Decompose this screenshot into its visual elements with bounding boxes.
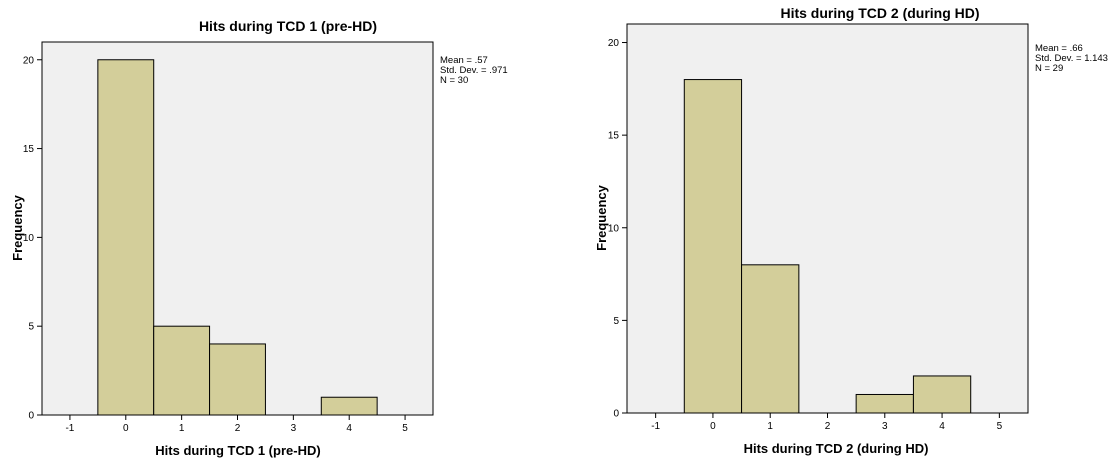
- histogram-panel-tcd1: Hits during TCD 1 (pre-HD) -1 0 1 2 3 4 5 0 5 10 1…: [0, 0, 560, 464]
- x-axis-label: Hits during TCD 2 (during HD): [744, 441, 929, 456]
- y-tick-label: 15: [23, 144, 35, 155]
- histogram-bar: [741, 264, 800, 414]
- stats-mean: Mean = .57: [440, 55, 488, 66]
- x-tick-label: 0: [710, 421, 716, 432]
- y-tick-label: 5: [28, 322, 34, 333]
- stats-box: Mean = .66 Std. Dev. = 1.143 N = 29: [1035, 43, 1108, 74]
- x-tick-label: -1: [65, 423, 74, 434]
- x-tick-label: 2: [825, 421, 831, 432]
- histogram-bar: [683, 79, 743, 414]
- stats-box: Mean = .57 Std. Dev. = .971 N = 30: [440, 55, 508, 86]
- x-tick-label: 1: [767, 421, 773, 432]
- x-tick-label: 0: [123, 423, 129, 434]
- histogram-bar: [320, 396, 378, 416]
- x-axis-label: Hits during TCD 1 (pre-HD): [155, 443, 320, 458]
- x-tick-label: 2: [235, 423, 241, 434]
- stats-n: N = 29: [1035, 63, 1063, 74]
- x-tick-label: 3: [882, 421, 888, 432]
- y-tick-label: 10: [608, 223, 620, 234]
- y-tick-label: 0: [613, 409, 619, 420]
- histogram-chart-tcd1: Hits during TCD 1 (pre-HD) -1 0 1 2 3 4 5 0 5 10 1…: [10, 18, 508, 458]
- y-axis-label: Frequency: [10, 194, 25, 261]
- y-tick-label: 20: [608, 38, 620, 49]
- stats-std-dev: Std. Dev. = 1.143: [1035, 53, 1108, 64]
- x-tick-label: 5: [997, 421, 1003, 432]
- histogram-bar: [209, 343, 266, 416]
- stats-std-dev: Std. Dev. = .971: [440, 65, 508, 76]
- y-tick-label: 5: [613, 316, 619, 327]
- chart-title: Hits during TCD 2 (during HD): [780, 5, 979, 21]
- histogram-bar: [912, 375, 972, 414]
- x-tick-label: 1: [179, 423, 185, 434]
- stats-mean: Mean = .66: [1035, 43, 1083, 54]
- chart-title: Hits during TCD 1 (pre-HD): [199, 18, 377, 34]
- y-axis-label: Frequency: [594, 184, 609, 251]
- x-tick-label: 4: [939, 421, 945, 432]
- x-tick-label: -1: [651, 421, 660, 432]
- histogram-bar: [97, 59, 155, 416]
- histogram-panel-tcd2: Hits during TCD 2 (during HD) -1 0 1 2 3 4 5 0 5…: [560, 0, 1119, 464]
- histogram-chart-tcd2: Hits during TCD 2 (during HD) -1 0 1 2 3 4 5 0 5…: [594, 5, 1108, 456]
- stats-n: N = 30: [440, 75, 468, 86]
- x-tick-label: 4: [346, 423, 352, 434]
- histogram-bar: [855, 393, 914, 414]
- y-tick-label: 10: [23, 233, 35, 244]
- y-tick-label: 20: [23, 55, 35, 66]
- x-tick-label: 5: [402, 423, 408, 434]
- y-tick-label: 15: [608, 131, 620, 142]
- y-tick-label: 0: [28, 411, 34, 422]
- histogram-bar: [153, 325, 211, 416]
- x-tick-label: 3: [291, 423, 297, 434]
